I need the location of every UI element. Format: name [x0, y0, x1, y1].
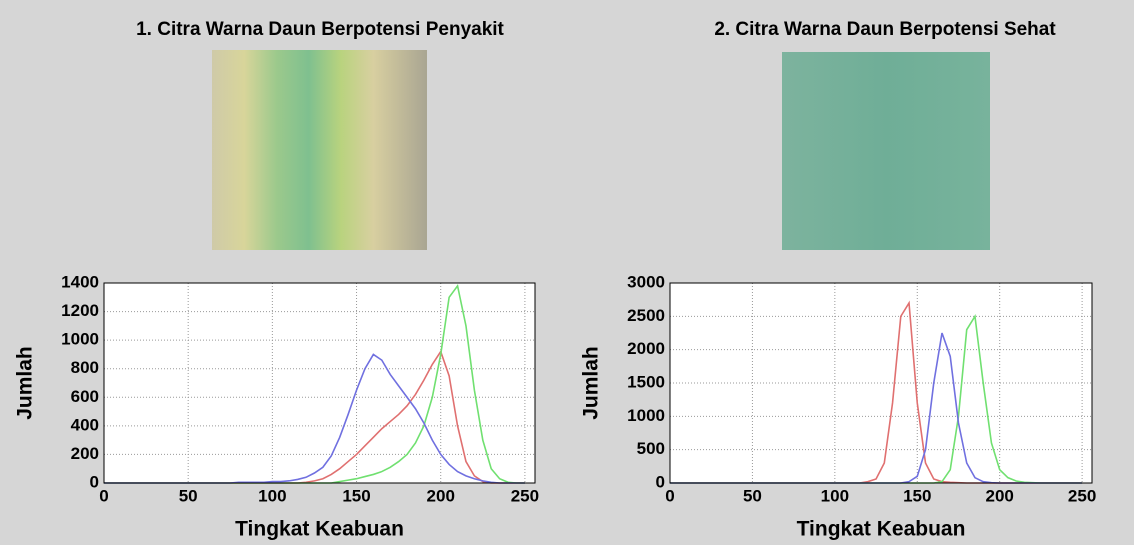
x-tick-label: 0 — [665, 486, 674, 505]
charts: 1. Citra Warna Daun Berpotensi Penyakit 0… — [14, 19, 1097, 541]
x-tick-label: 150 — [342, 486, 370, 505]
y-tick-label: 400 — [71, 415, 99, 434]
leaf-image — [782, 52, 990, 250]
x-tick-label: 50 — [743, 486, 762, 505]
x-tick-label: 200 — [986, 486, 1014, 505]
leaf-image — [212, 50, 427, 250]
y-axis-label: Jumlah — [14, 346, 37, 420]
y-tick-label: 1500 — [627, 372, 665, 391]
y-tick-label: 0 — [656, 472, 665, 491]
chart-title: 2. Citra Warna Daun Berpotensi Sehat — [714, 19, 1056, 40]
x-tick-label: 250 — [511, 486, 539, 505]
y-tick-label: 600 — [71, 387, 99, 406]
y-tick-label: 1000 — [61, 330, 99, 349]
y-tick-label: 500 — [637, 439, 665, 458]
y-tick-label: 0 — [90, 472, 99, 491]
y-axis-label: Jumlah — [580, 346, 603, 420]
x-tick-label: 200 — [427, 486, 455, 505]
y-tick-label: 1200 — [61, 301, 99, 320]
y-tick-label: 2500 — [627, 306, 665, 325]
x-axis-label: Tingkat Keabuan — [235, 518, 404, 541]
x-axis-label: Tingkat Keabuan — [797, 518, 966, 541]
x-tick-label: 50 — [179, 486, 198, 505]
y-tick-label: 1400 — [61, 272, 99, 291]
chart-title: 1. Citra Warna Daun Berpotensi Penyakit — [136, 19, 504, 40]
y-tick-label: 200 — [71, 444, 99, 463]
x-tick-label: 150 — [903, 486, 931, 505]
x-tick-label: 0 — [99, 486, 108, 505]
x-tick-label: 250 — [1068, 486, 1096, 505]
y-tick-label: 1000 — [627, 406, 665, 425]
plot-frame — [103, 282, 536, 484]
y-tick-label: 800 — [71, 358, 99, 377]
y-tick-label: 2000 — [627, 339, 665, 358]
y-tick-label: 3000 — [627, 272, 665, 291]
x-tick-label: 100 — [258, 486, 286, 505]
plot-area — [104, 283, 535, 483]
x-tick-label: 100 — [821, 486, 849, 505]
plot-frame — [669, 282, 1093, 484]
